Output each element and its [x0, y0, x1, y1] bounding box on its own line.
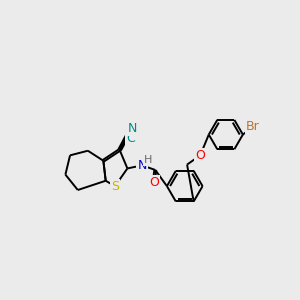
Text: S: S [111, 180, 119, 193]
Text: O: O [195, 149, 205, 162]
Text: C: C [126, 132, 135, 145]
Text: N: N [128, 122, 137, 135]
Text: Br: Br [246, 120, 260, 134]
Text: N: N [137, 159, 147, 172]
Text: O: O [149, 176, 159, 189]
Text: H: H [144, 155, 152, 165]
